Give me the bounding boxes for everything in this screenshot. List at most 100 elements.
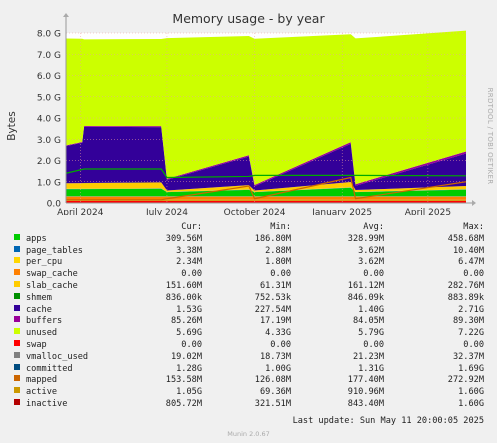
legend-series-name: vmalloc_used bbox=[26, 351, 89, 362]
legend-cur: 1.28G bbox=[176, 363, 202, 374]
legend-series-name: shmem bbox=[26, 292, 52, 303]
legend-swatch bbox=[14, 339, 20, 346]
y-tick-label: 6.0 G bbox=[37, 72, 61, 82]
legend-min: 186.80M bbox=[254, 233, 291, 244]
legend-swatch bbox=[14, 233, 20, 240]
legend-swatch bbox=[14, 245, 20, 252]
y-tick-label: 5.0 G bbox=[37, 93, 61, 103]
legend-avg: 84.05M bbox=[352, 316, 384, 327]
legend-row: unused 5.69G 4.33G 5.79G 7.22G bbox=[0, 328, 497, 340]
y-tick-label: 1.0 G bbox=[37, 178, 61, 188]
legend-swatch bbox=[14, 280, 20, 287]
legend-header-max: Max: bbox=[463, 222, 484, 232]
area-active bbox=[66, 199, 466, 201]
legend-swatch bbox=[14, 375, 20, 382]
x-tick-label: April 2024 bbox=[57, 208, 104, 215]
legend-max: 1.69G bbox=[458, 363, 484, 374]
munin-version: Munin 2.0.67 bbox=[227, 430, 270, 438]
legend-series-name: unused bbox=[26, 328, 58, 339]
legend-avg: 161.12M bbox=[347, 280, 384, 291]
legend-swatch bbox=[14, 316, 20, 323]
x-tick-label: January 2025 bbox=[311, 208, 372, 215]
legend-avg: 328.99M bbox=[347, 233, 384, 244]
legend-series-name: per_cpu bbox=[26, 257, 63, 268]
legend-row: mapped 153.58M 126.08M 177.40M 272.92M bbox=[0, 375, 497, 387]
legend-cur: 85.26M bbox=[170, 316, 202, 327]
legend-cur: 153.58M bbox=[165, 375, 202, 386]
legend-min: 227.54M bbox=[254, 304, 291, 315]
legend-swatch bbox=[14, 328, 20, 335]
legend-max: 0.00 bbox=[463, 339, 484, 350]
legend-cur: 1.05G bbox=[176, 387, 202, 398]
legend-series-name: slab_cache bbox=[26, 280, 78, 291]
legend-row: committed 1.28G 1.00G 1.31G 1.69G bbox=[0, 363, 497, 376]
legend-max: 458.68M bbox=[447, 233, 484, 244]
line-mapped_line bbox=[66, 176, 467, 201]
legend-cur: 151.60M bbox=[165, 280, 202, 291]
legend-max: 272.92M bbox=[447, 375, 484, 386]
y-tick-label: 2.0 G bbox=[37, 157, 61, 167]
legend-swatch bbox=[14, 363, 20, 370]
legend-cur: 3.38M bbox=[176, 245, 202, 256]
legend-row: swap 0.00 0.00 0.00 0.00 bbox=[0, 339, 497, 352]
legend-swatch bbox=[14, 398, 20, 405]
legend-series-name: mapped bbox=[26, 375, 58, 386]
legend-avg: 0.00 bbox=[363, 269, 384, 280]
y-tick-label: 3.0 G bbox=[37, 136, 61, 146]
legend-row: shmem 836.00k 752.53k 846.09k 883.89k bbox=[0, 292, 497, 305]
legend-swatch bbox=[14, 257, 20, 264]
legend-min: 752.53k bbox=[254, 292, 291, 303]
legend-min: 4.33G bbox=[265, 328, 291, 339]
legend-cur: 1.53G bbox=[176, 304, 202, 315]
x-tick-label: October 2024 bbox=[224, 208, 286, 215]
legend-row: slab_cache 151.60M 61.31M 161.12M 282.76M bbox=[0, 280, 497, 293]
legend-row: cache 1.53G 227.54M 1.40G 2.71G bbox=[0, 304, 497, 317]
legend-avg: 177.40M bbox=[347, 375, 384, 386]
area-slab_cache bbox=[66, 181, 466, 192]
legend-max: 10.40M bbox=[452, 245, 484, 256]
legend-row: page_tables 3.38M 2.88M 3.62M 10.40M bbox=[0, 245, 497, 258]
legend-min: 69.36M bbox=[259, 387, 291, 398]
legend-row: swap_cache 0.00 0.00 0.00 0.00 bbox=[0, 269, 497, 281]
y-axis-arrow bbox=[63, 13, 69, 17]
legend-series-name: inactive bbox=[26, 398, 68, 409]
legend-table: Cur: Min: Avg: Max: apps 309.56M 186.80M 32… bbox=[0, 222, 497, 411]
legend-min: 0.00 bbox=[270, 269, 291, 280]
legend-swatch bbox=[14, 304, 20, 311]
legend-min: 1.80M bbox=[265, 257, 291, 268]
legend-max: 32.37M bbox=[452, 351, 484, 362]
legend-cur: 0.00 bbox=[181, 339, 202, 350]
legend-avg: 21.23M bbox=[352, 351, 384, 362]
legend-cur: 0.00 bbox=[181, 269, 202, 280]
legend-min: 126.08M bbox=[254, 375, 291, 386]
legend-max: 1.60G bbox=[458, 387, 484, 398]
legend-min: 321.51M bbox=[254, 398, 291, 409]
legend-max: 0.00 bbox=[463, 269, 484, 280]
legend-max: 1.60G bbox=[458, 398, 484, 409]
legend-min: 18.73M bbox=[259, 351, 291, 362]
x-tick-label: April 2025 bbox=[405, 208, 451, 215]
legend-avg: 910.96M bbox=[347, 387, 384, 398]
legend-row: per_cpu 2.34M 1.80M 3.62M 6.47M bbox=[0, 257, 497, 269]
chart-svg: 0.0 1.0 G 2.0 G 3.0 G 4.0 G 5.0 G 6.0 G 7.0 G 8.… bbox=[37, 13, 476, 215]
x-axis-arrow bbox=[472, 200, 476, 206]
legend-avg: 0.00 bbox=[363, 339, 384, 350]
legend-series-name: committed bbox=[26, 363, 73, 374]
legend-series-name: swap bbox=[26, 339, 47, 350]
legend-series-name: page_tables bbox=[26, 245, 83, 256]
legend-avg: 846.09k bbox=[347, 292, 384, 303]
legend-header-cur: Cur: bbox=[181, 222, 202, 232]
legend-row: vmalloc_used 19.02M 18.73M 21.23M 32.37M bbox=[0, 351, 497, 364]
legend-min: 61.31M bbox=[259, 280, 291, 291]
y-tick-label: 7.0 G bbox=[37, 51, 61, 61]
y-tick-label: 0.0 bbox=[47, 200, 62, 210]
legend-max: 883.89k bbox=[447, 292, 484, 303]
legend-avg: 843.40M bbox=[347, 398, 384, 409]
y-tick-label: 4.0 G bbox=[37, 115, 61, 125]
legend-avg: 1.40G bbox=[358, 304, 384, 315]
legend-row: active 1.05G 69.36M 910.96M 1.60G bbox=[0, 387, 497, 399]
legend-row: inactive 805.72M 321.51M 843.40M 1.60G bbox=[0, 398, 497, 411]
line-committed bbox=[65, 168, 467, 179]
area-apps bbox=[66, 187, 466, 197]
